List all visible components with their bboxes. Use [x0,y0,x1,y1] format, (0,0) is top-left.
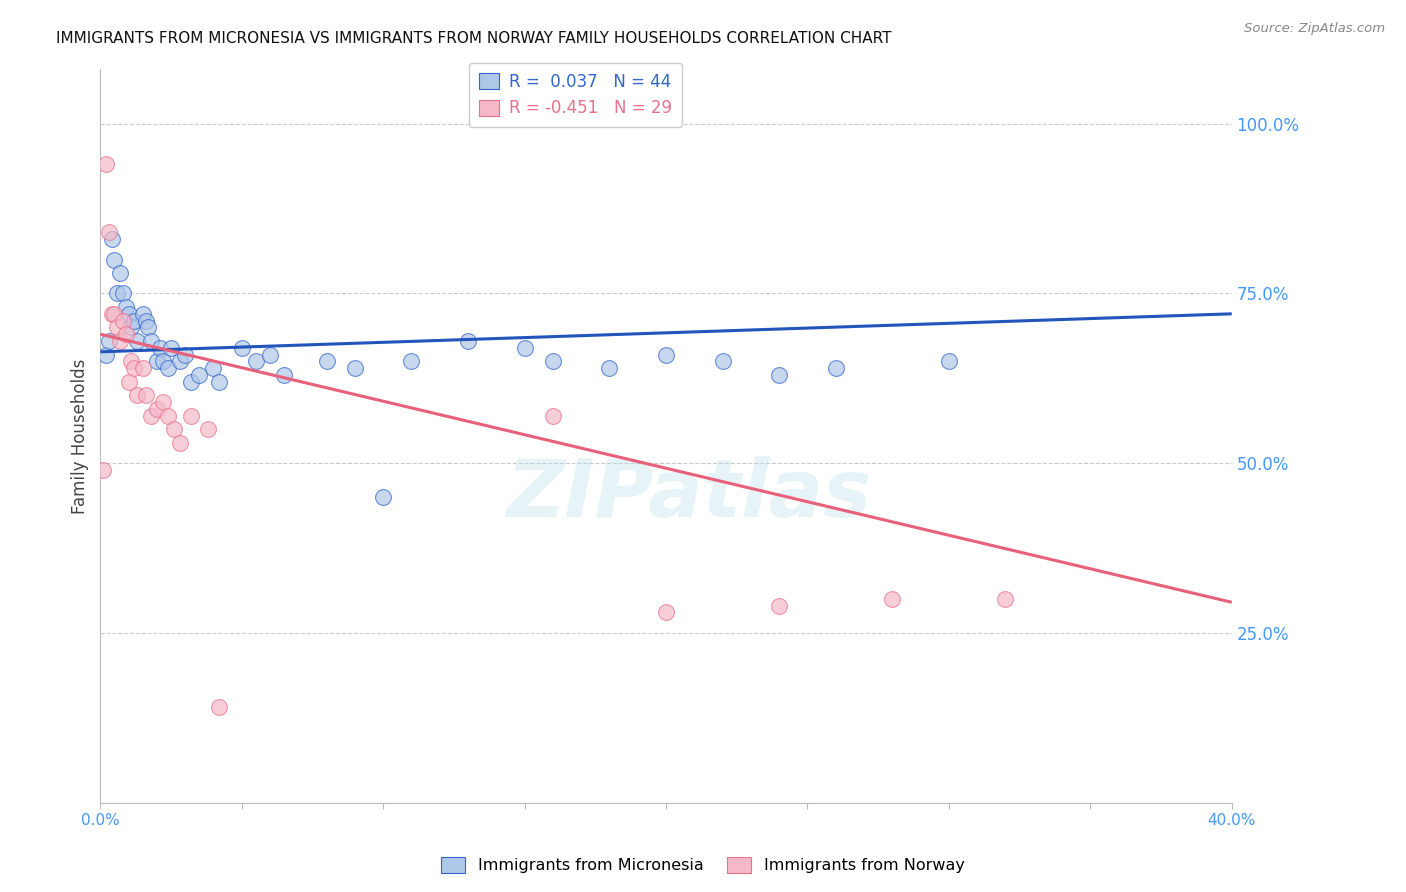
Point [141,334,163,348]
Point [163,422,186,436]
Point [97,225,120,239]
Point [401,354,423,368]
Point [208,375,231,389]
Point [245,354,267,368]
Point [598,361,620,376]
Point [121,320,143,334]
Point [100,307,122,321]
Point [202,361,225,376]
Point [146,401,169,416]
Point [149,341,172,355]
Point [343,361,366,376]
Point [108,334,131,348]
Point [938,354,960,368]
Point [141,409,163,423]
Point [655,606,678,620]
Point [100,232,122,246]
Point [117,307,139,321]
Point [138,320,160,334]
Point [231,341,253,355]
Point [114,327,136,342]
Point [146,354,169,368]
Point [105,286,128,301]
Point [457,334,479,348]
Text: IMMIGRANTS FROM MICRONESIA VS IMMIGRANTS FROM NORWAY FAMILY HOUSEHOLDS CORRELATI: IMMIGRANTS FROM MICRONESIA VS IMMIGRANTS… [56,31,891,46]
Point [103,307,125,321]
Point [111,286,134,301]
Point [824,361,846,376]
Point [994,591,1017,606]
Point [105,320,128,334]
Point [169,354,191,368]
Point [882,591,904,606]
Point [132,307,155,321]
Point [94,157,117,171]
Point [97,334,120,348]
Point [127,334,149,348]
Point [121,354,143,368]
Point [94,347,117,361]
Text: ZIPatlas: ZIPatlas [506,456,872,533]
Point [124,313,146,327]
Y-axis label: Family Households: Family Households [72,359,89,514]
Point [259,347,281,361]
Point [160,341,183,355]
Point [152,395,174,409]
Point [157,409,180,423]
Point [117,375,139,389]
Point [655,347,678,361]
Point [135,313,157,327]
Point [541,354,564,368]
Point [111,313,134,327]
Point [108,266,131,280]
Text: Source: ZipAtlas.com: Source: ZipAtlas.com [1244,22,1385,36]
Point [157,361,180,376]
Point [711,354,734,368]
Point [132,361,155,376]
Point [197,422,219,436]
Point [127,388,149,402]
Point [91,463,114,477]
Point [135,388,157,402]
Point [180,409,202,423]
Point [152,354,174,368]
Point [541,409,564,423]
Point [169,435,191,450]
Point [124,361,146,376]
Point [768,599,790,613]
Point [114,300,136,314]
Point [315,354,337,368]
Point [768,368,790,382]
Point [513,341,536,355]
Legend: Immigrants from Micronesia, Immigrants from Norway: Immigrants from Micronesia, Immigrants f… [434,850,972,880]
Point [208,700,231,714]
Legend: R =  0.037   N = 44, R = -0.451   N = 29: R = 0.037 N = 44, R = -0.451 N = 29 [470,63,682,128]
Point [180,375,202,389]
Point [103,252,125,267]
Point [273,368,295,382]
Point [188,368,211,382]
Point [373,490,395,504]
Point [174,347,197,361]
